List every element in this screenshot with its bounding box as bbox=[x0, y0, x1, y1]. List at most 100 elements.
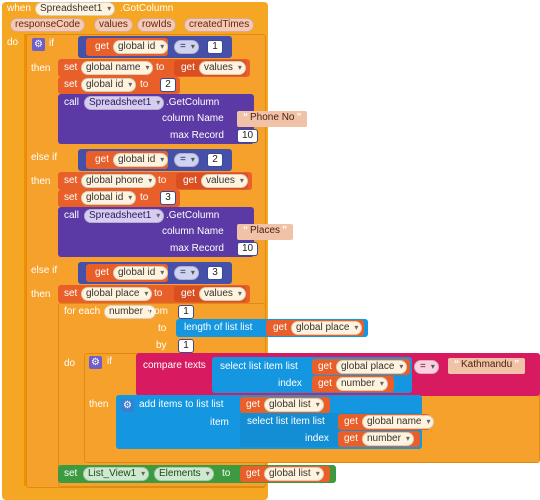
if-label: if bbox=[107, 356, 112, 367]
event-do-label: do bbox=[7, 37, 19, 48]
index-label: index bbox=[305, 433, 329, 444]
method-label: .GetColumn bbox=[166, 97, 220, 108]
set-label: set bbox=[64, 79, 78, 90]
var-dropdown[interactable]: values bbox=[201, 174, 248, 188]
get-label: get bbox=[95, 154, 109, 165]
get-label: get bbox=[318, 378, 332, 389]
var-dropdown[interactable]: global place bbox=[336, 360, 408, 374]
var-dropdown[interactable]: global place bbox=[81, 287, 153, 301]
else-if-label: else if bbox=[31, 265, 58, 276]
param-row-ids[interactable]: rowIds bbox=[137, 18, 177, 32]
number-value[interactable]: 2 bbox=[160, 78, 176, 92]
get-label: get bbox=[246, 399, 260, 410]
var-dropdown[interactable]: global id bbox=[113, 153, 169, 167]
component-dropdown[interactable]: Spreadsheet1 bbox=[84, 96, 165, 110]
get-label: get bbox=[246, 468, 260, 479]
item-label: item bbox=[210, 417, 229, 428]
get-label: get bbox=[181, 62, 195, 73]
text-value[interactable]: “Kathmandu” bbox=[448, 358, 526, 374]
max-record-label: max Record bbox=[170, 130, 224, 141]
var-dropdown[interactable]: global name bbox=[362, 415, 435, 429]
var-dropdown[interactable]: global id bbox=[81, 191, 137, 205]
then-label: then bbox=[31, 289, 51, 300]
get-label: get bbox=[344, 416, 358, 427]
compare-op-dropdown[interactable]: = bbox=[174, 153, 199, 167]
var-dropdown[interactable]: global list bbox=[264, 398, 324, 412]
var-dropdown[interactable]: global phone bbox=[81, 174, 157, 188]
compare-op-dropdown[interactable]: = bbox=[174, 40, 199, 54]
do-label: do bbox=[64, 358, 76, 369]
param-values[interactable]: values bbox=[94, 18, 133, 32]
compare-op-dropdown[interactable]: = bbox=[414, 360, 439, 374]
length-of-list-label: length of list list bbox=[184, 322, 253, 333]
get-label: get bbox=[273, 322, 287, 333]
set-label: set bbox=[64, 62, 78, 73]
set-label: set bbox=[64, 288, 78, 299]
var-dropdown[interactable]: global id bbox=[81, 78, 137, 92]
add-items-label: add items to list list bbox=[139, 399, 224, 410]
to-label: to bbox=[140, 79, 149, 90]
get-label: get bbox=[344, 433, 358, 444]
to-label: to bbox=[158, 175, 167, 186]
get-label: get bbox=[318, 361, 332, 372]
column-name-label: column Name bbox=[162, 113, 224, 124]
if-label: if bbox=[49, 38, 54, 49]
event-when-label: when bbox=[7, 3, 31, 14]
set-label: set bbox=[64, 468, 78, 479]
number-value[interactable]: 3 bbox=[207, 266, 223, 280]
index-label: index bbox=[278, 378, 302, 389]
var-dropdown[interactable]: global id bbox=[113, 266, 169, 280]
set-label: set bbox=[64, 192, 78, 203]
number-value[interactable]: 1 bbox=[178, 305, 194, 319]
number-value[interactable]: 3 bbox=[160, 191, 176, 205]
var-dropdown[interactable]: values bbox=[199, 61, 246, 75]
text-value[interactable]: “Places” bbox=[237, 224, 294, 240]
to-label: to bbox=[222, 468, 231, 479]
get-label: get bbox=[95, 267, 109, 278]
var-dropdown[interactable]: global list bbox=[264, 467, 324, 481]
component-dropdown[interactable]: Spreadsheet1 bbox=[35, 2, 116, 16]
var-dropdown[interactable]: number bbox=[336, 377, 388, 391]
event-method-label: .GotColumn bbox=[120, 3, 174, 14]
var-dropdown[interactable]: global id bbox=[113, 40, 169, 54]
var-dropdown[interactable]: global place bbox=[291, 321, 363, 335]
gear-icon[interactable]: ⚙ bbox=[32, 38, 45, 51]
get-label: get bbox=[183, 175, 197, 186]
var-dropdown[interactable]: global name bbox=[81, 61, 154, 75]
component-dropdown[interactable]: Spreadsheet1 bbox=[84, 209, 165, 223]
call-label: call bbox=[64, 210, 80, 221]
then-label: then bbox=[89, 399, 109, 410]
gear-icon[interactable]: ⚙ bbox=[89, 356, 102, 369]
get-label: get bbox=[95, 41, 109, 52]
for-each-label: for each bbox=[64, 306, 101, 317]
else-if-label: else if bbox=[31, 152, 58, 163]
property-dropdown[interactable]: Elements bbox=[154, 467, 214, 481]
to-label: to bbox=[154, 288, 163, 299]
param-created-times[interactable]: createdTimes bbox=[184, 18, 255, 32]
select-list-item-label: select list item list bbox=[247, 416, 325, 427]
then-label: then bbox=[31, 63, 51, 74]
number-value[interactable]: 10 bbox=[237, 242, 259, 256]
select-list-item-label: select list item list bbox=[220, 361, 298, 372]
then-label: then bbox=[31, 176, 51, 187]
loop-var-dropdown[interactable]: number bbox=[104, 305, 156, 319]
column-name-label: column Name bbox=[162, 226, 224, 237]
to-label: to bbox=[158, 323, 167, 334]
var-dropdown[interactable]: values bbox=[199, 287, 246, 301]
get-label: get bbox=[181, 288, 195, 299]
to-label: to bbox=[156, 62, 165, 73]
component-dropdown[interactable]: List_View1 bbox=[83, 467, 150, 481]
call-label: call bbox=[64, 97, 80, 108]
param-response-code[interactable]: responseCode bbox=[10, 18, 86, 32]
number-value[interactable]: 2 bbox=[207, 153, 223, 167]
var-dropdown[interactable]: number bbox=[362, 432, 414, 446]
from-label: from bbox=[148, 306, 168, 317]
number-value[interactable]: 1 bbox=[178, 339, 194, 353]
set-label: set bbox=[64, 175, 78, 186]
compare-op-dropdown[interactable]: = bbox=[174, 266, 199, 280]
number-value[interactable]: 10 bbox=[237, 129, 259, 143]
compare-texts-label: compare texts bbox=[143, 360, 206, 371]
text-value[interactable]: “Phone No” bbox=[237, 111, 308, 127]
number-value[interactable]: 1 bbox=[207, 40, 223, 54]
gear-icon[interactable]: ⚙ bbox=[121, 399, 134, 412]
